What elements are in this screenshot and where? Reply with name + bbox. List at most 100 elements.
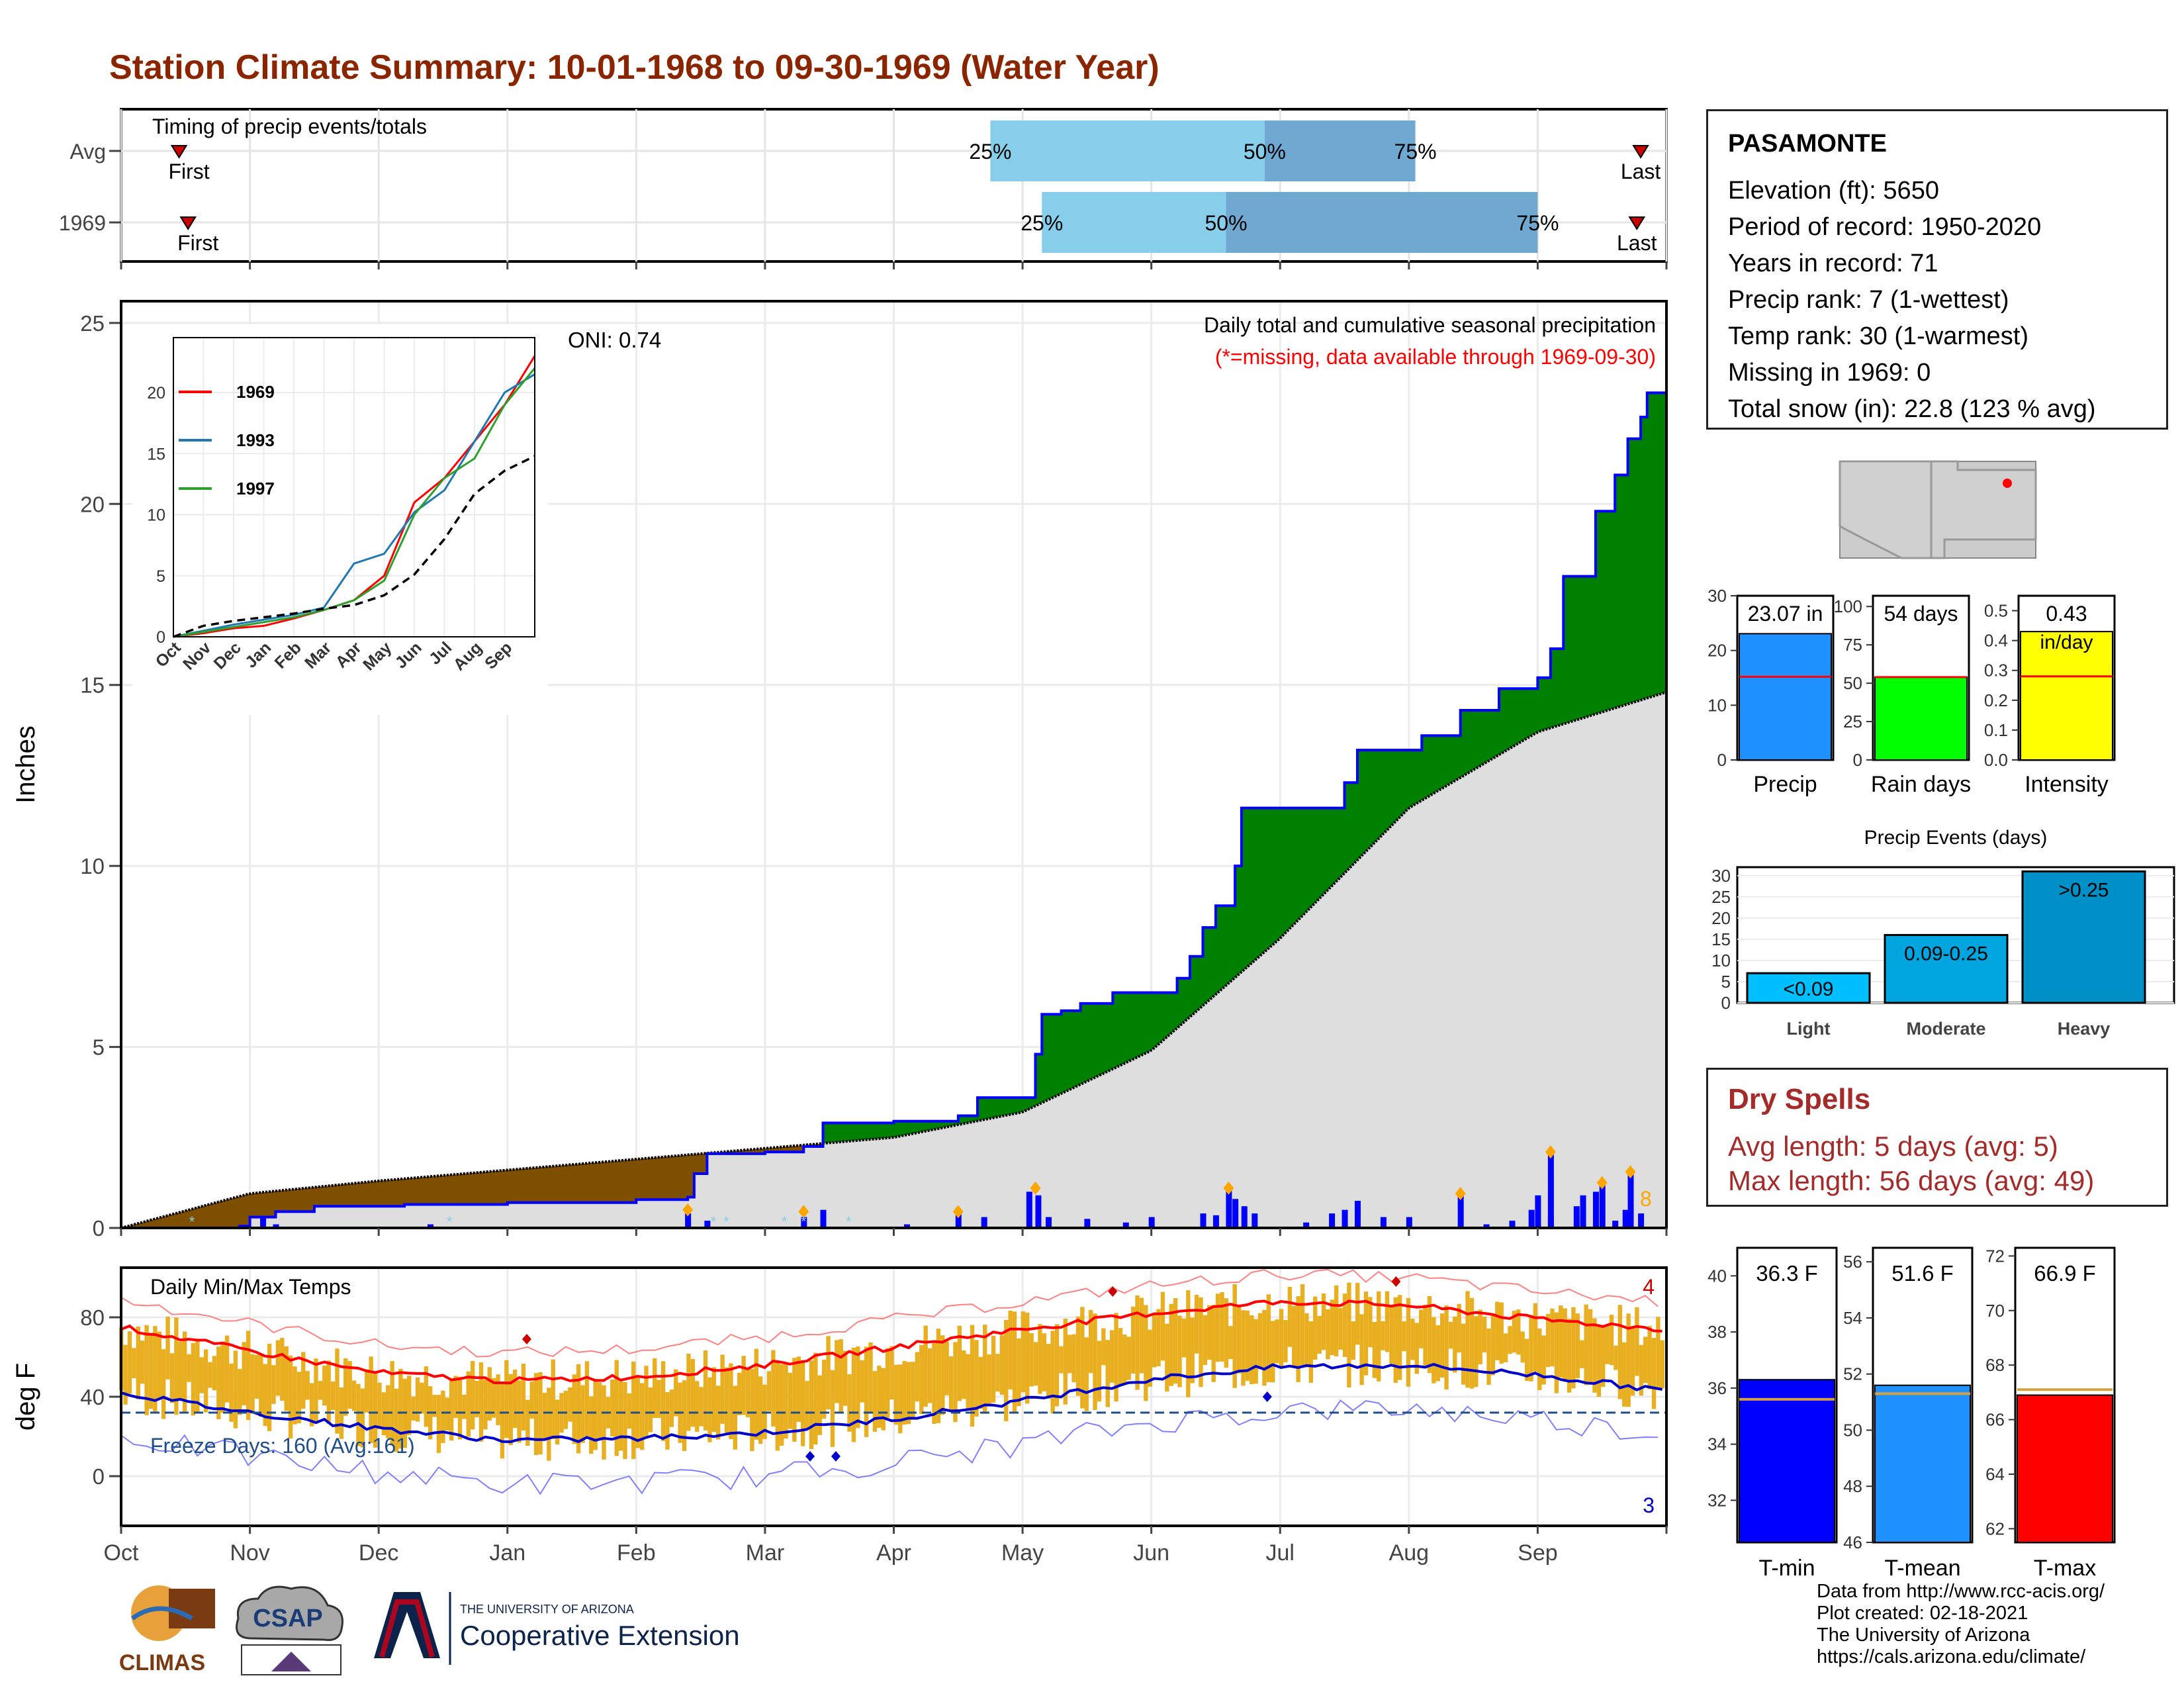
daily-temp-bar [1317, 1316, 1322, 1354]
daily-temp-bar [911, 1362, 915, 1420]
missing-note: (*=missing, data available through 1969-… [1215, 345, 1656, 369]
daily-temp-bar [441, 1390, 445, 1443]
daily-temp-bar [1584, 1304, 1588, 1385]
daily-temp-bar [457, 1376, 463, 1440]
daily-temp-bar [809, 1360, 814, 1450]
daily-precip-bar [260, 1217, 267, 1228]
daily-temp-bar [1368, 1297, 1373, 1348]
month-label: Jan [489, 1540, 525, 1566]
summary-tick-label: 0.2 [1984, 690, 2008, 710]
temp-summary-tick-label: 52 [1843, 1364, 1862, 1384]
daily-temp-bar [1596, 1326, 1602, 1397]
daily-precip-bar [1627, 1170, 1634, 1228]
events-tick-label: 20 [1711, 908, 1731, 928]
heavy-event-marker [798, 1205, 809, 1219]
snow-marker: * [801, 1213, 807, 1230]
daily-temp-bar [847, 1374, 852, 1432]
event-category-label: Light [1787, 1019, 1831, 1039]
daily-temp-bar [1614, 1345, 1618, 1370]
daily-temp-bar [411, 1396, 416, 1421]
daily-temp-bar [343, 1358, 348, 1416]
daily-temp-bar [182, 1331, 187, 1413]
daily-temp-bar [462, 1395, 467, 1419]
daily-temp-bar [813, 1352, 818, 1445]
daily-temp-bar [500, 1383, 505, 1459]
daily-temp-bar [246, 1331, 251, 1421]
daily-temp-bar [1257, 1313, 1263, 1370]
dry-spells-title: Dry Spells [1728, 1083, 1871, 1115]
daily-temp-bar [788, 1372, 793, 1429]
daily-precip-bar [1457, 1194, 1464, 1228]
first-marker [170, 145, 188, 159]
daily-temp-bar [614, 1360, 619, 1456]
daily-temp-bar [987, 1354, 991, 1406]
daily-temp-bar [597, 1382, 602, 1439]
daily-temp-bar [132, 1348, 136, 1378]
daily-temp-bar [800, 1360, 805, 1446]
summary-tick-label: 20 [1707, 641, 1727, 661]
events-tick-label: 10 [1711, 951, 1731, 970]
daily-temp-bar [1575, 1313, 1580, 1379]
daily-temp-bar [1545, 1313, 1551, 1368]
summary-bar [1874, 676, 1968, 761]
daily-temp-bar [1186, 1290, 1191, 1397]
daily-temp-bar [957, 1325, 962, 1401]
daily-temp-bar [1406, 1297, 1411, 1387]
daily-temp-bar [864, 1346, 869, 1438]
daily-temp-bar [280, 1338, 285, 1401]
daily-temp-bar [174, 1317, 179, 1415]
daily-precip-bar [1592, 1192, 1599, 1228]
daily-temp-bar [250, 1354, 255, 1413]
daily-temp-bar [1148, 1329, 1152, 1387]
daily-temp-bar [936, 1329, 941, 1423]
daily-temp-bar [229, 1363, 234, 1422]
daily-precip-bar [1026, 1192, 1032, 1228]
daily-temp-bar [1444, 1305, 1449, 1390]
daily-temp-bar [750, 1368, 754, 1452]
csap-text: CSAP [253, 1605, 323, 1632]
daily-temp-bar [627, 1393, 632, 1429]
daily-temp-bar [1038, 1323, 1042, 1394]
daily-temp-bar [821, 1360, 827, 1419]
station-name: PASAMONTE [1728, 130, 1887, 158]
daily-precip-bar [273, 1224, 279, 1228]
daily-temp-bar [631, 1361, 636, 1460]
daily-precip-bar [903, 1224, 910, 1228]
daily-temp-bar [504, 1360, 509, 1438]
precip-y-tick-label: 5 [93, 1035, 105, 1060]
daily-temp-bar [420, 1382, 424, 1414]
temp-summary-tick-label: 54 [1843, 1308, 1862, 1328]
daily-temp-bar [796, 1356, 801, 1422]
info-years: Years in record: 71 [1728, 250, 1938, 277]
daily-temp-bar [1169, 1303, 1173, 1386]
daily-temp-bar [1042, 1333, 1047, 1391]
daily-temp-bar [1410, 1319, 1415, 1360]
daily-temp-bar [978, 1356, 983, 1409]
daily-temp-bar [851, 1347, 856, 1442]
daily-precip-bar [801, 1217, 807, 1228]
inset-y-tick-label: 10 [147, 506, 165, 525]
temp-panel-label: Daily Min/Max Temps [150, 1275, 351, 1299]
daily-temp-bar [551, 1359, 555, 1439]
daily-temp-bar [1296, 1296, 1300, 1382]
month-label: Mar [746, 1540, 785, 1566]
daily-precip-bar [1200, 1213, 1206, 1228]
first-label: First [168, 160, 209, 183]
location-map [1839, 460, 2037, 559]
climas-logo: CLIMAS [119, 1585, 215, 1675]
dry-spells-box: Dry Spells Avg length: 5 days (avg: 5) M… [1706, 1068, 2168, 1207]
daily-precip-bar [685, 1213, 692, 1228]
credit-line: Plot created: 02-18-2021 [1817, 1603, 2028, 1624]
daily-temp-bar [547, 1387, 551, 1461]
daily-temp-bar [377, 1382, 382, 1429]
daily-temp-bar [1469, 1297, 1475, 1389]
daily-temp-bar [1114, 1313, 1118, 1402]
daily-temp-bar [572, 1374, 576, 1444]
daily-precip-bar [1599, 1180, 1606, 1228]
inset-y-tick-label: 20 [147, 384, 165, 402]
daily-temp-bar [1152, 1313, 1157, 1368]
daily-temp-bar [521, 1364, 526, 1430]
daily-temp-bar [1334, 1285, 1339, 1357]
precip-chart: 0 5 10 15 20 25 Inches * * * * * * * 8 Daily total and … [11, 300, 1668, 1241]
inset-series-line [173, 367, 536, 638]
